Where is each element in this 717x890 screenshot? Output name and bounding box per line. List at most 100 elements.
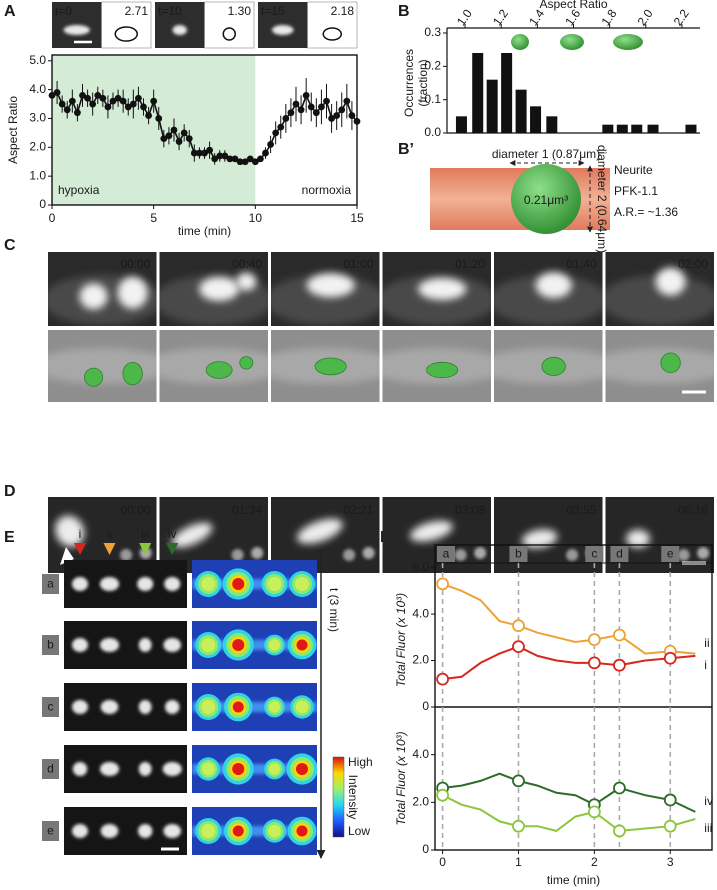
blob <box>199 277 240 301</box>
heat-ring <box>232 639 245 651</box>
data-point <box>292 100 300 108</box>
heat-ring <box>296 763 308 775</box>
timestamp: 00:00 <box>120 503 150 517</box>
blob <box>163 638 182 652</box>
data-point <box>135 94 142 102</box>
data-point <box>241 158 249 166</box>
dimension-label: diameter 2 (0.64μm) <box>595 145 609 253</box>
y-axis-label: Total Fluor (x 10³) <box>394 731 408 825</box>
row-label: c <box>48 700 54 714</box>
event-point <box>436 577 449 591</box>
marker-arrow <box>73 543 86 555</box>
bar <box>530 106 542 133</box>
inset-value: 2.71 <box>125 4 149 18</box>
timelapse-image <box>494 252 603 326</box>
event-point <box>663 819 677 833</box>
y-axis-label: (fraction) <box>416 59 430 106</box>
blob <box>137 824 153 838</box>
x-axis-label: time (min) <box>178 224 231 238</box>
rendered-image <box>494 330 603 402</box>
x-tick-label: 0 <box>439 855 446 869</box>
data-point <box>140 103 147 111</box>
panel-label: D <box>4 483 16 500</box>
blob <box>297 518 343 544</box>
blob <box>171 522 213 548</box>
timestamp: 01:00 <box>343 257 373 271</box>
data-point <box>119 97 127 105</box>
y-tick-label: 0.1 <box>424 92 441 106</box>
blob <box>99 577 120 591</box>
event-point <box>663 651 677 665</box>
gray-image <box>64 621 187 669</box>
x-tick-label: 1.2 <box>490 6 511 28</box>
event-badge <box>661 546 680 562</box>
data-point <box>318 103 325 111</box>
x-axis-label: Aspect Ratio <box>539 0 607 11</box>
data-point <box>89 100 97 108</box>
timestamp: 03:08 <box>455 503 485 517</box>
x-tick-label: 10 <box>249 211 263 225</box>
y-tick-label: 2.0 <box>412 795 429 809</box>
inset-outline-box <box>307 1 358 49</box>
dimension-label: diameter 1 (0.87μm) <box>492 147 600 161</box>
data-point <box>145 112 152 119</box>
blob <box>494 275 603 325</box>
data-point <box>226 155 234 163</box>
surface-render <box>205 361 233 379</box>
data-point <box>170 126 178 134</box>
data-point <box>231 155 239 163</box>
blob <box>71 824 88 838</box>
heat-ring <box>201 638 216 652</box>
heat-ring <box>267 577 282 591</box>
bar <box>515 89 527 133</box>
blob <box>172 25 187 35</box>
series-label: iii <box>704 821 712 835</box>
data-point <box>246 155 254 163</box>
inset-value: 1.30 <box>228 4 252 18</box>
event-point <box>436 788 449 802</box>
heat-band <box>192 826 317 836</box>
blob <box>138 762 152 776</box>
heat-ring <box>295 700 309 714</box>
timestamp: 02:21 <box>343 503 373 517</box>
panel-label: B <box>398 3 410 20</box>
event-badge <box>610 546 629 562</box>
blob <box>117 276 148 309</box>
blob <box>454 549 467 561</box>
data-point <box>302 91 310 99</box>
event-point <box>663 793 677 807</box>
data-point <box>211 155 219 163</box>
surface-render <box>239 356 254 370</box>
rendered-image <box>48 330 157 402</box>
blob <box>99 762 120 776</box>
bar <box>486 79 498 133</box>
plot-frame <box>434 544 713 851</box>
event-label: c <box>591 547 597 561</box>
x-tick-label: 2 <box>591 855 598 869</box>
heatmap-image <box>192 621 317 669</box>
surface-render <box>314 357 347 376</box>
shape-icon <box>560 34 584 50</box>
event-point <box>613 781 626 795</box>
data-point <box>312 109 320 117</box>
event-label: a <box>443 547 450 561</box>
bar <box>501 53 513 133</box>
heat-band <box>192 764 317 774</box>
timestamp: 01:20 <box>455 257 485 271</box>
blob <box>409 520 453 542</box>
x-tick-label: 1 <box>515 855 522 869</box>
shape-icon <box>613 34 643 50</box>
bar <box>631 124 643 133</box>
data-point <box>129 100 137 108</box>
surface-render <box>541 356 566 376</box>
data-point <box>160 135 168 143</box>
bar <box>616 124 628 133</box>
blob <box>566 549 579 561</box>
y-axis-label: Occurrences <box>402 49 416 117</box>
colorbar-high: High <box>348 755 373 769</box>
panel-label: B’ <box>398 141 414 158</box>
colorbar <box>332 756 345 838</box>
data-point <box>165 132 173 140</box>
event-label: b <box>515 547 522 561</box>
timestamp: 02:00 <box>678 257 708 271</box>
